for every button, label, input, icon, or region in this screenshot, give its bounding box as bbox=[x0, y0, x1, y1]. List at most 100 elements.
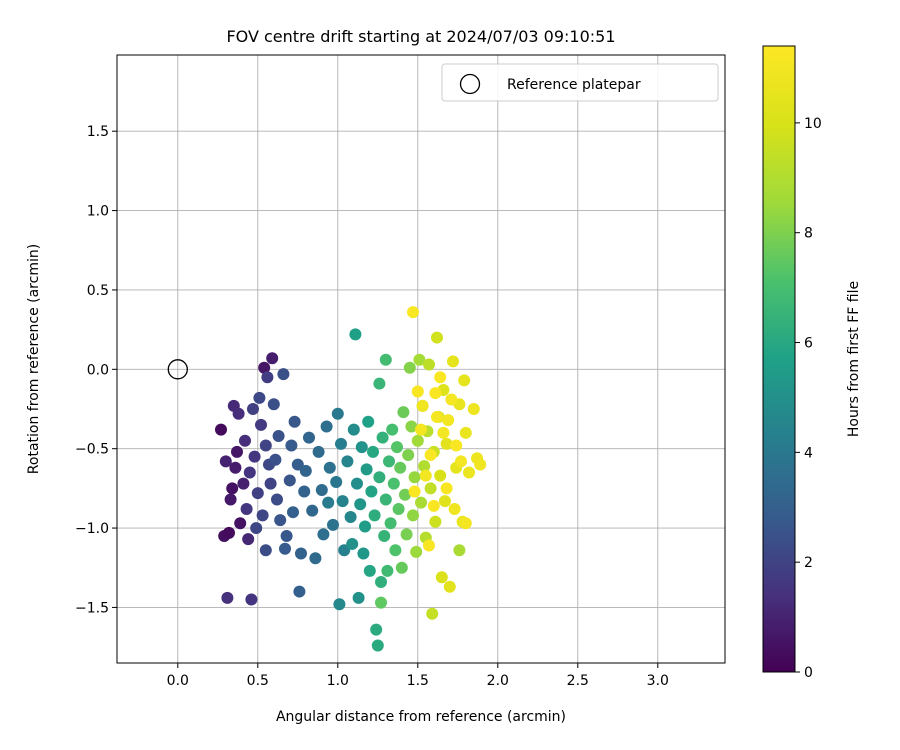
data-point bbox=[375, 596, 387, 609]
data-point bbox=[288, 415, 301, 428]
data-point bbox=[215, 423, 227, 436]
data-point bbox=[410, 545, 423, 558]
data-point bbox=[419, 469, 432, 482]
legend: Reference platepar bbox=[441, 63, 719, 102]
data-point bbox=[474, 458, 487, 471]
data-point bbox=[434, 469, 447, 482]
data-point bbox=[306, 504, 319, 517]
data-point bbox=[424, 482, 437, 495]
x-tick-label: 3.0 bbox=[647, 673, 669, 689]
data-point bbox=[223, 526, 235, 539]
data-point bbox=[267, 398, 280, 411]
colorbar-ticks: 0 2 4 6 8 10 bbox=[795, 116, 822, 681]
chart-title: FOV centre drift starting at 2024/07/03 … bbox=[226, 27, 615, 46]
data-point bbox=[221, 591, 234, 604]
x-tick-label: 0.0 bbox=[167, 673, 189, 689]
data-point bbox=[453, 544, 466, 557]
data-point bbox=[363, 564, 376, 577]
data-point bbox=[411, 385, 424, 398]
data-point bbox=[352, 591, 365, 604]
data-point bbox=[344, 510, 357, 523]
data-point bbox=[403, 361, 416, 374]
data-point bbox=[333, 598, 346, 611]
y-axis-ticks: −1.5 −1.0 −0.5 0.0 0.5 1.0 1.5 bbox=[75, 124, 117, 616]
data-point bbox=[351, 477, 363, 490]
data-point bbox=[415, 423, 427, 436]
colorbar-label: Hours from first FF file bbox=[846, 281, 862, 437]
data-point bbox=[248, 450, 261, 463]
data-point bbox=[226, 482, 239, 495]
data-point bbox=[440, 437, 453, 450]
x-axis-label: Angular distance from reference (arcmin) bbox=[276, 709, 566, 725]
data-point bbox=[423, 358, 435, 371]
data-point bbox=[373, 377, 386, 390]
data-point bbox=[327, 518, 339, 531]
y-tick-label: 1.0 bbox=[87, 204, 109, 220]
colorbar: 0 2 4 6 8 10 Hours from first FF file bbox=[762, 45, 862, 681]
colorbar-tick-label: 10 bbox=[804, 116, 822, 132]
colorbar-tick-label: 6 bbox=[804, 336, 813, 352]
data-point bbox=[224, 493, 237, 506]
data-point bbox=[255, 418, 267, 431]
data-point bbox=[341, 455, 354, 468]
data-point bbox=[359, 520, 371, 533]
data-point bbox=[357, 547, 370, 560]
data-point bbox=[234, 517, 247, 530]
data-point bbox=[392, 503, 405, 516]
data-point bbox=[315, 483, 328, 496]
data-point bbox=[330, 476, 343, 489]
data-point bbox=[448, 503, 461, 516]
data-point bbox=[415, 496, 427, 509]
x-tick-label: 2.0 bbox=[487, 673, 509, 689]
data-point bbox=[411, 434, 424, 447]
data-point bbox=[317, 528, 330, 541]
legend-entry-label: Reference platepar bbox=[507, 77, 641, 93]
data-point bbox=[266, 352, 279, 365]
data-point bbox=[397, 406, 410, 419]
grid-lines bbox=[117, 55, 725, 663]
data-point bbox=[368, 509, 381, 522]
legend-marker-icon bbox=[459, 73, 481, 95]
reference-platepar-marker bbox=[167, 359, 188, 380]
data-point bbox=[439, 495, 451, 508]
data-point bbox=[259, 439, 272, 452]
data-point bbox=[285, 439, 298, 452]
data-point bbox=[232, 407, 245, 420]
data-point bbox=[264, 477, 277, 490]
data-point bbox=[447, 355, 459, 368]
data-point bbox=[346, 537, 359, 550]
data-point bbox=[367, 445, 379, 458]
data-point bbox=[399, 488, 411, 501]
data-point bbox=[247, 403, 259, 416]
data-point bbox=[405, 420, 418, 433]
data-point bbox=[389, 544, 402, 557]
data-point bbox=[413, 353, 426, 366]
data-point bbox=[365, 485, 378, 498]
x-tick-label: 0.5 bbox=[247, 673, 269, 689]
data-point bbox=[237, 477, 250, 490]
y-tick-label: 0.0 bbox=[87, 362, 109, 378]
data-point bbox=[373, 471, 386, 484]
data-point bbox=[295, 547, 307, 560]
data-point bbox=[291, 458, 304, 471]
data-point bbox=[442, 414, 455, 427]
data-point bbox=[219, 455, 232, 468]
data-point bbox=[258, 361, 271, 374]
colorbar-tick-label: 0 bbox=[804, 665, 813, 681]
data-point bbox=[272, 429, 285, 442]
data-point bbox=[354, 498, 367, 511]
data-point bbox=[431, 410, 443, 423]
scatter-points bbox=[215, 306, 487, 652]
data-point bbox=[283, 474, 296, 487]
data-point bbox=[312, 445, 325, 458]
legend-box bbox=[441, 63, 719, 102]
data-point bbox=[458, 374, 471, 387]
colorbar-tick-label: 4 bbox=[804, 445, 813, 461]
data-point bbox=[335, 437, 347, 450]
data-point bbox=[320, 420, 333, 433]
data-point bbox=[395, 561, 408, 574]
y-tick-label: −0.5 bbox=[75, 442, 109, 458]
data-point bbox=[277, 368, 290, 381]
data-point bbox=[347, 423, 360, 436]
data-point bbox=[402, 449, 415, 462]
